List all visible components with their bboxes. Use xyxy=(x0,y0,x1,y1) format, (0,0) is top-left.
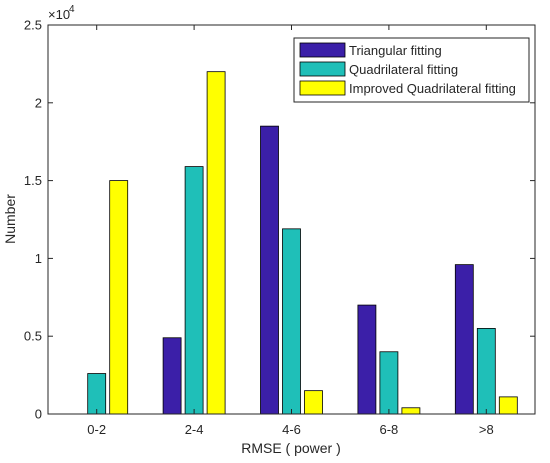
x-tick-label: >8 xyxy=(479,422,494,437)
bar-4-6-series-3 xyxy=(304,390,323,415)
y-tick-label: 1.5 xyxy=(24,173,42,188)
legend: Triangular fitting Quadrilateral fitting I… xyxy=(293,37,530,103)
y-tick-label: 0 xyxy=(35,407,42,422)
ticks-layer: 0-2 2-4 4-6 6-8 >8 0 0.5 1 1.5 2 2.5 xyxy=(24,18,535,437)
y-exponent: ×10 4 xyxy=(48,4,75,22)
y-axis-label: Number xyxy=(2,194,18,244)
legend-swatch-3 xyxy=(299,80,346,96)
bar-0-2-series-2 xyxy=(87,373,107,415)
y-tick-label: 2.5 xyxy=(24,18,42,33)
bar-4-6-series-2 xyxy=(282,228,301,415)
bar-2-4-series-2 xyxy=(184,166,204,415)
bar-6-8-series-3 xyxy=(401,407,421,415)
bar-6-8-series-2 xyxy=(379,351,399,415)
legend-label-2: Quadrilateral fitting xyxy=(349,62,458,77)
y-tick-label: 1 xyxy=(35,251,42,266)
y-exponent-power: 4 xyxy=(69,4,75,15)
bars-layer xyxy=(87,71,518,415)
y-exponent-base: ×10 xyxy=(48,7,70,22)
y-tick-label: 0.5 xyxy=(24,329,42,344)
legend-swatch-2 xyxy=(299,61,346,77)
bar->8-series-2 xyxy=(476,328,496,415)
x-tick-label: 6-8 xyxy=(380,422,399,437)
plot-frame xyxy=(47,24,536,415)
x-tick-label: 2-4 xyxy=(185,422,204,437)
x-tick-label: 4-6 xyxy=(282,422,301,437)
bar-6-8-series-1 xyxy=(357,304,377,415)
x-tick-label: 0-2 xyxy=(87,422,106,437)
bar-4-6-series-1 xyxy=(260,125,279,415)
bar->8-series-3 xyxy=(498,396,518,415)
y-tick-label: 2 xyxy=(35,95,42,110)
legend-label-3: Improved Quadrilateral fitting xyxy=(349,81,516,96)
bar-2-4-series-1 xyxy=(162,337,182,415)
bar-2-4-series-3 xyxy=(206,71,226,415)
x-axis-label: RMSE ( power ) xyxy=(241,440,341,456)
bar-0-2-series-3 xyxy=(109,180,129,415)
legend-swatch-1 xyxy=(299,42,346,58)
bar->8-series-1 xyxy=(454,264,474,415)
legend-label-1: Triangular fitting xyxy=(349,43,442,58)
